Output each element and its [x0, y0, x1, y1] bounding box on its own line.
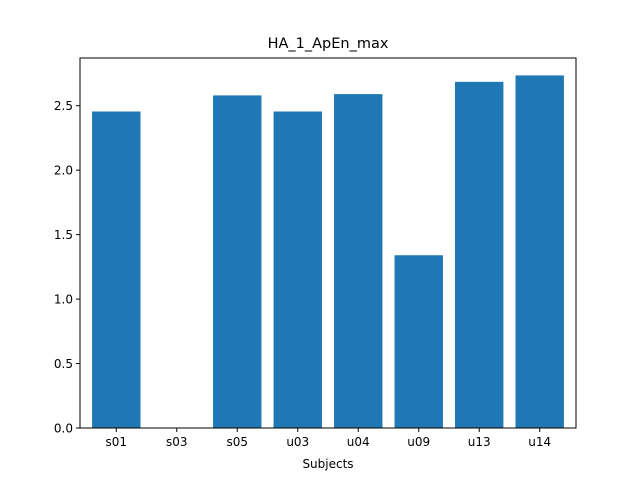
plot-area-frame	[79, 57, 577, 429]
x-tick-label: u13	[468, 435, 491, 449]
bar-u04	[334, 94, 383, 428]
bar-u14	[515, 75, 564, 429]
y-tick-label: 1.5	[54, 228, 73, 242]
x-axis-ticks: s01 s03 s05 u03 u04 u09 u13 u14	[106, 428, 551, 449]
x-tick-label: u09	[407, 435, 430, 449]
y-tick-label: 0.5	[54, 357, 73, 371]
x-tick-label: s01	[106, 435, 128, 449]
chart-title: HA_1_ApEn_max	[268, 36, 389, 52]
y-axis-ticks: 0.0 0.5 1.0 1.5 2.0 2.5	[54, 99, 80, 436]
bars-group	[92, 75, 564, 429]
bar-u09	[394, 255, 443, 428]
x-tick-label: s03	[166, 435, 188, 449]
bar-s05	[213, 95, 262, 428]
y-tick-label: 0.0	[54, 422, 73, 436]
y-tick-label: 1.0	[54, 293, 73, 307]
x-tick-label: u04	[347, 435, 370, 449]
x-tick-label: u03	[286, 435, 309, 449]
x-axis-label: Subjects	[302, 457, 353, 471]
bar-u03	[273, 111, 322, 428]
y-tick-label: 2.0	[54, 164, 73, 178]
y-tick-label: 2.5	[54, 99, 73, 113]
x-tick-label: s05	[227, 435, 249, 449]
bar-s01	[92, 111, 141, 428]
x-tick-label: u14	[528, 435, 551, 449]
bar-u13	[455, 81, 504, 428]
